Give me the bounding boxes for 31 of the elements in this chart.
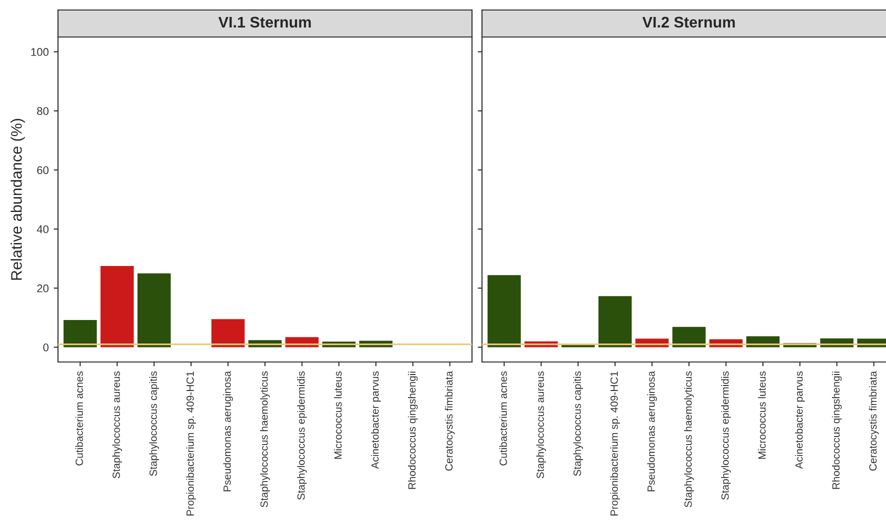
x-tick-label: Staphylococcus capitis [573, 371, 583, 476]
y-axis-title: Relative abundance (%) [10, 118, 25, 280]
y-tick-label: 60 [37, 166, 49, 174]
x-tick-label: Acinetobacter parvus [371, 371, 381, 469]
chart-title: VI.1 Sternum [218, 16, 311, 28]
x-tick-label: Propionibacterium sp. 409-HC1 [610, 372, 620, 516]
x-tick-label: Micrococcus luteus [334, 371, 342, 459]
x-tick-label: Staphylococcus haemolyticus [260, 371, 270, 508]
x-tick-label: Staphylococcus epidermidis [297, 371, 307, 500]
x-tick-label: Rhodococcus qingshengii [832, 372, 842, 489]
y-tick-label: 80 [37, 107, 49, 115]
chart-title: VI.2 Sternum [642, 16, 735, 28]
y-tick-label: 40 [36, 225, 49, 234]
x-tick-label: Staphylococcus aureus [112, 371, 122, 478]
y-tick-label: 20 [37, 284, 49, 292]
y-tick-label: 100 [31, 48, 49, 56]
x-tick-label: Rhodococcus qingshengii [408, 372, 418, 489]
x-tick-label: Staphylococcus epidermidis [721, 371, 731, 500]
x-tick-label: Ceratocystis fimbriata [444, 371, 455, 471]
x-tick-label: Staphylococcus capitis [149, 371, 159, 476]
x-tick-label: Pseudomonas aeruginosa [223, 371, 233, 492]
x-tick-label: Staphylococcus aureus [536, 371, 546, 478]
x-tick-label: Acinetobacter parvus [795, 371, 805, 469]
x-tick-label: Propionibacterium sp. 409-HC1 [186, 372, 196, 516]
x-tick-label: Micrococcus luteus [758, 371, 766, 459]
x-tick-label: Pseudomonas aeruginosa [647, 371, 657, 492]
y-tick-label: 0 [43, 343, 49, 352]
x-tick-label: Staphylococcus haemolyticus [684, 371, 694, 508]
x-tick-label: Cutibacterium acnes [75, 371, 83, 466]
x-tick-label: Ceratocystis fimbriata [868, 371, 879, 471]
x-tick-label: Cutibacterium acnes [499, 371, 507, 466]
